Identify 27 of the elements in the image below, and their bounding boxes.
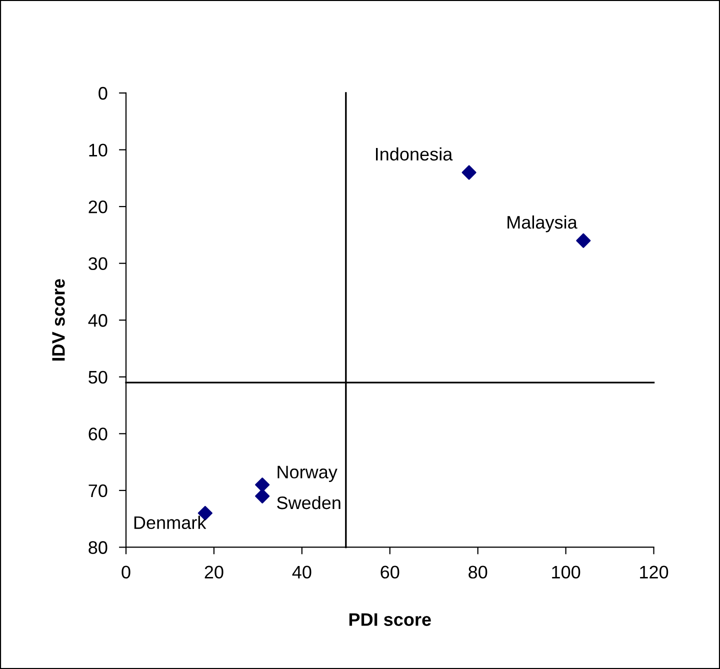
y-tick-label: 60 (88, 428, 108, 440)
y-tick-label: 20 (88, 200, 108, 214)
y-tick-label: 0 (98, 86, 108, 100)
y-tick-label: 30 (88, 257, 108, 270)
point (462, 165, 476, 180)
point (255, 478, 270, 492)
y-tick-label: 70 (88, 484, 108, 498)
y-tick-label: 80 (88, 541, 108, 554)
annotation: Denmark (134, 516, 206, 530)
x-tick-label: 100 (552, 566, 580, 579)
y-tick-label: 50 (88, 370, 108, 384)
x-tick-label: 80 (468, 566, 488, 579)
x-tick-label: 120 (640, 566, 668, 579)
annotation: Norway (278, 466, 338, 482)
annotation: Sweden (277, 496, 340, 510)
y-axis-title: IDV score (52, 279, 65, 361)
annotation: Indonesia (376, 147, 453, 161)
x-tick-label: 20 (204, 566, 224, 579)
annotation: Malaysia (508, 215, 578, 232)
y-tick-label: 40 (88, 314, 108, 327)
x-tick-label: 60 (380, 566, 400, 579)
x-axis-title: PDI score (349, 613, 431, 626)
y-tick-label: 10 (89, 144, 108, 156)
point (576, 233, 591, 248)
point (255, 488, 270, 504)
x-tick-label: 40 (292, 566, 312, 579)
x-tick-label: 0 (122, 566, 130, 579)
